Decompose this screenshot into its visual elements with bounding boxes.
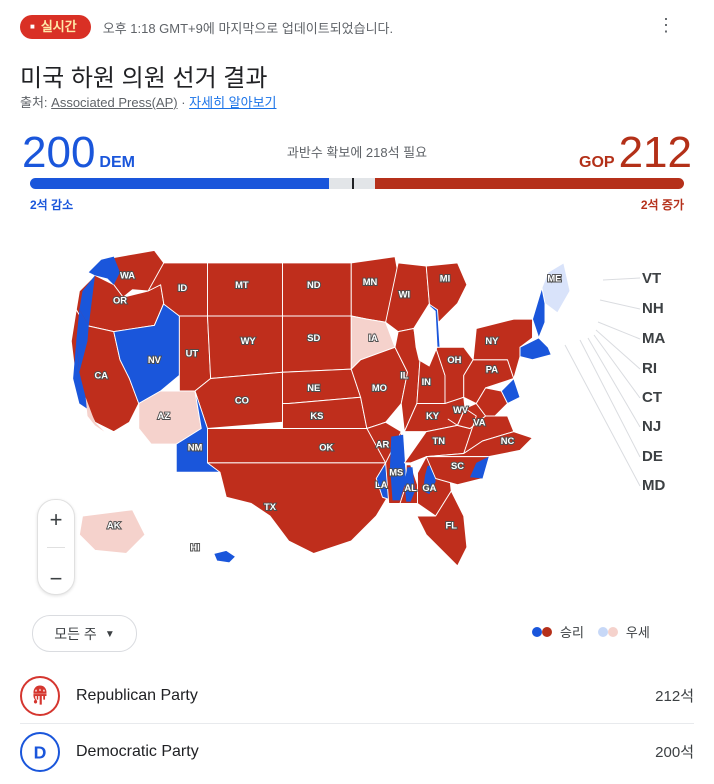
svg-text:MI: MI — [440, 274, 450, 284]
svg-text:SD: SD — [307, 333, 320, 343]
svg-text:ID: ID — [178, 283, 188, 293]
svg-text:MO: MO — [372, 383, 387, 393]
svg-text:VA: VA — [473, 417, 486, 427]
svg-text:PA: PA — [486, 364, 499, 374]
svg-text:FL: FL — [446, 521, 458, 531]
svg-text:AZ: AZ — [158, 411, 171, 421]
svg-text:IN: IN — [422, 377, 432, 387]
svg-text:OR: OR — [113, 296, 127, 306]
svg-text:AL: AL — [404, 483, 417, 493]
svg-text:NE: NE — [307, 383, 320, 393]
svg-text:CO: CO — [235, 396, 249, 406]
svg-text:IA: IA — [368, 333, 378, 343]
svg-text:ME: ME — [547, 274, 561, 284]
svg-text:KY: KY — [426, 411, 440, 421]
svg-text:NV: NV — [148, 355, 162, 365]
svg-text:IL: IL — [400, 371, 409, 381]
svg-text:WV: WV — [453, 405, 469, 415]
svg-text:TX: TX — [264, 502, 277, 512]
svg-text:TN: TN — [433, 436, 446, 446]
svg-text:OK: OK — [319, 442, 333, 452]
svg-text:NM: NM — [188, 442, 203, 452]
svg-text:HI: HI — [190, 542, 199, 552]
svg-text:CA: CA — [94, 371, 108, 381]
svg-text:OH: OH — [447, 355, 461, 365]
svg-text:D: D — [34, 742, 47, 762]
svg-text:WY: WY — [241, 336, 257, 346]
svg-text:MN: MN — [363, 277, 378, 287]
svg-text:ND: ND — [307, 280, 321, 290]
svg-text:GA: GA — [422, 483, 436, 493]
svg-text:WA: WA — [120, 271, 135, 281]
svg-text:LA: LA — [375, 480, 388, 490]
svg-text:UT: UT — [186, 349, 199, 359]
svg-text:NY: NY — [485, 336, 499, 346]
svg-text:MT: MT — [235, 280, 249, 290]
svg-text:NC: NC — [501, 436, 515, 446]
svg-text:WI: WI — [399, 289, 410, 299]
svg-text:AR: AR — [376, 439, 390, 449]
svg-text:MS: MS — [389, 467, 403, 477]
svg-text:KS: KS — [310, 411, 323, 421]
svg-text:SC: SC — [451, 461, 464, 471]
svg-text:AK: AK — [107, 521, 121, 531]
